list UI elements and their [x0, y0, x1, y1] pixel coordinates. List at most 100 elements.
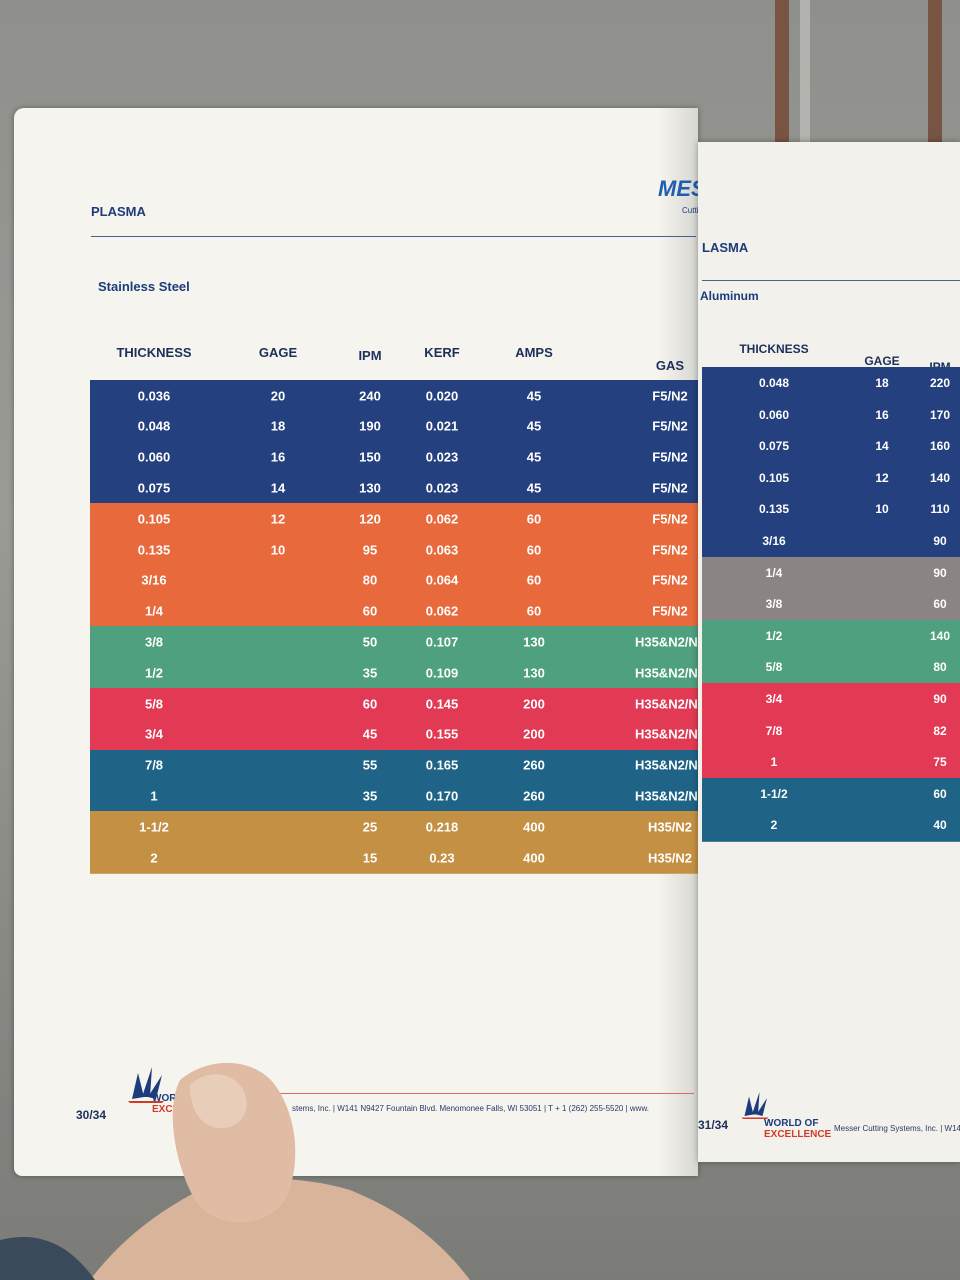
cell-amps: 45 [526, 388, 542, 404]
cell-kerf: 0.107 [425, 634, 459, 650]
right-cell-ipm: 82 [933, 723, 947, 738]
cell-amps: 60 [526, 542, 542, 558]
cell-thickness: 2 [150, 850, 158, 866]
cell-ipm: 35 [362, 665, 378, 681]
table-row: 1/4 60 0.062 60 F5/N2 [90, 595, 698, 628]
cell-kerf: 0.062 [425, 511, 459, 527]
cell-amps: 45 [526, 480, 542, 496]
cell-kerf: 0.109 [425, 665, 459, 681]
cell-ipm: 60 [362, 696, 378, 712]
page-number: 30/34 [76, 1108, 107, 1122]
right-cell-thickness: 7/8 [765, 723, 783, 738]
column-header-amps: AMPS [515, 345, 553, 360]
right-cell-gage: 14 [875, 439, 889, 454]
table-row: 0.075 14 130 0.023 45 F5/N2 [90, 472, 698, 505]
right-cell-gage: 10 [875, 502, 889, 517]
cell-ipm: 15 [362, 850, 378, 866]
cell-gas: H35&N2/N2 [634, 726, 698, 742]
right-table-row: 0.135 10 110 [702, 493, 960, 527]
cell-kerf: 0.021 [425, 418, 459, 434]
cell-thickness: 0.036 [137, 388, 171, 404]
column-header-gas: GAS [655, 358, 685, 373]
right-table-row: 3/16 90 [702, 525, 960, 559]
right-logo-text-1: WORLD OF [764, 1118, 819, 1129]
background-post [800, 0, 810, 150]
cell-gas: F5/N2 [652, 418, 688, 434]
right-cell-ipm: 90 [933, 565, 947, 580]
cell-gas: H35&N2/N2 [634, 665, 698, 681]
right-table-row: 1-1/2 60 [702, 777, 960, 811]
right-cell-thickness: 1 [770, 755, 778, 770]
cell-gas: F5/N2 [652, 542, 688, 558]
right-cell-ipm: 220 [929, 376, 951, 391]
column-header-kerf: KERF [424, 345, 460, 360]
right-cell-thickness: 3/4 [765, 692, 783, 707]
cell-amps: 130 [523, 634, 545, 650]
cell-ipm: 150 [359, 449, 381, 465]
right-cell-ipm: 60 [933, 597, 947, 612]
cell-gas: H35&N2/N2 [634, 757, 698, 773]
brand-logo-text: MESS [658, 176, 698, 201]
right-table-row: 2 40 [702, 809, 960, 843]
right-cell-thickness: 0.135 [758, 502, 790, 517]
cell-ipm: 60 [362, 603, 378, 619]
table-row: 0.060 16 150 0.023 45 F5/N2 [90, 441, 698, 474]
cell-amps: 400 [523, 819, 545, 835]
table-row: 3/8 50 0.107 130 H35&N2/N2 [90, 626, 698, 659]
table-row: 3/16 80 0.064 60 F5/N2 [90, 564, 698, 598]
cell-gas: H35/N2 [647, 819, 693, 835]
right-cell-thickness: 0.105 [758, 470, 790, 485]
footer-address: stems, Inc. | W141 N9427 Fountain Blvd. … [292, 1104, 650, 1113]
cell-ipm: 45 [362, 726, 378, 742]
cell-kerf: 0.062 [425, 603, 459, 619]
cell-thickness: 0.075 [137, 480, 171, 496]
cell-ipm: 95 [362, 542, 378, 558]
cell-amps: 130 [523, 665, 545, 681]
table-row: 5/8 60 0.145 200 H35&N2/N2 [90, 688, 698, 721]
right-cell-thickness: 3/8 [765, 597, 783, 612]
cell-amps: 200 [523, 696, 545, 712]
right-cell-thickness: 2 [770, 818, 778, 833]
cell-gas: H35/N2 [647, 850, 693, 866]
cell-amps: 400 [523, 850, 545, 866]
right-header-rule [702, 280, 960, 281]
right-cell-gage: 12 [875, 470, 889, 485]
section-title: PLASMA [91, 204, 146, 219]
cell-amps: 45 [526, 418, 542, 434]
cell-ipm: 120 [359, 511, 381, 527]
right-cell-ipm: 110 [930, 502, 950, 517]
right-table-row: 3/4 90 [702, 683, 960, 717]
cell-gas: F5/N2 [652, 572, 688, 588]
right-table-row: 0.105 12 140 [702, 461, 960, 495]
right-cell-ipm: 40 [933, 818, 947, 833]
table-row: 1 35 0.170 260 H35&N2/N2 [90, 780, 698, 813]
material-title: Stainless Steel [98, 279, 190, 294]
cell-kerf: 0.023 [425, 449, 459, 465]
cell-thickness: 0.135 [137, 542, 171, 558]
column-header-gage: GAGE [258, 345, 298, 360]
cell-ipm: 240 [359, 388, 381, 404]
cell-gage: 14 [270, 480, 286, 496]
logo-text-2: EXCELL [152, 1104, 192, 1115]
background-beam-2 [928, 0, 942, 150]
table-row: 0.105 12 120 0.062 60 F5/N2 [90, 503, 698, 536]
brand-subtitle: Cutting [682, 206, 698, 215]
right-section-title: LASMA [702, 240, 749, 255]
cell-kerf: 0.023 [425, 480, 459, 496]
right-table-row: 1 75 [702, 746, 960, 780]
cell-amps: 45 [526, 449, 542, 465]
cell-amps: 60 [526, 572, 542, 588]
cell-ipm: 25 [362, 819, 378, 835]
cell-ipm: 80 [362, 572, 378, 588]
table-row: 0.048 18 190 0.021 45 F5/N2 [90, 410, 698, 444]
right-cell-ipm: 160 [929, 439, 951, 454]
background-beam [775, 0, 789, 150]
table-row: 0.135 10 95 0.063 60 F5/N2 [90, 534, 698, 567]
right-cell-gage: 16 [875, 407, 889, 422]
right-cell-ipm: 140 [929, 470, 951, 485]
right-world-of-excellence-logo-icon [741, 1092, 769, 1119]
cell-thickness: 1/4 [144, 603, 164, 619]
cell-ipm: 190 [359, 418, 381, 434]
cell-thickness: 3/4 [144, 726, 164, 742]
cell-ipm: 130 [359, 480, 381, 496]
